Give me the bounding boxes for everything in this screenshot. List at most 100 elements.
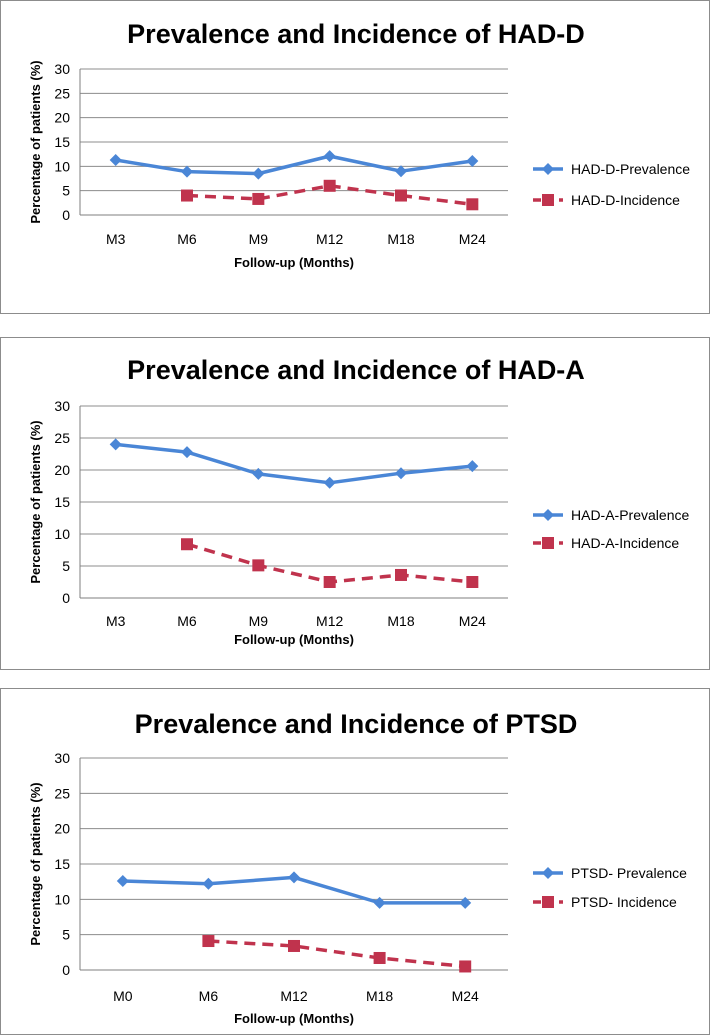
x-axis-label: Follow-up (Months) (234, 1011, 354, 1026)
chart-had-d: Prevalence and Incidence of HAD-D 0 5 10 15 2… (28, 19, 690, 270)
x-axis-label: Follow-up (Months) (234, 632, 354, 647)
incidence-marker (181, 189, 193, 202)
incidence-marker (373, 951, 386, 964)
incidence-marker (323, 179, 336, 192)
prevalence-marker (109, 438, 122, 451)
legend-marker (542, 896, 554, 908)
prevalence-marker (395, 467, 407, 480)
x-tick-label: M0 (113, 988, 133, 1004)
y-tick-label: 15 (54, 134, 70, 150)
chart-had-a: Prevalence and Incidence of HAD-A 0 5 10 15 2… (28, 355, 689, 647)
incidence-line (186, 184, 473, 207)
chart-title: Prevalence and Incidence of HAD-A (127, 355, 585, 385)
prevalence-marker (252, 167, 265, 180)
legend-marker (542, 537, 554, 549)
y-tick-label: 10 (54, 158, 70, 174)
chart-panel-ptsd: Prevalence and Incidence of PTSD 0 5 10 15 20… (0, 688, 710, 1035)
y-tick-label: 5 (62, 927, 70, 943)
prevalence-marker (373, 896, 386, 909)
x-tick-label: M24 (452, 988, 479, 1004)
chart-ptsd: Prevalence and Incidence of PTSD 0 5 10 15 20… (28, 709, 687, 1026)
chart-panel-had-a: Prevalence and Incidence of HAD-A 0 5 10 15 2… (0, 337, 710, 670)
y-axis-label: Percentage of patients (%) (28, 420, 43, 583)
incidence-marker (466, 198, 479, 211)
y-tick-label: 20 (54, 821, 70, 837)
prevalence-marker (466, 154, 479, 167)
y-axis-label: Percentage of patients (%) (28, 60, 43, 223)
x-tick-label: M6 (199, 988, 219, 1004)
y-tick-label: 25 (54, 785, 70, 801)
x-tick-label: M24 (459, 613, 486, 629)
incidence-marker (395, 568, 407, 581)
y-tick-label: 30 (54, 61, 70, 77)
y-tick-label: 0 (62, 590, 70, 606)
legend-marker (542, 163, 554, 175)
prevalence-line (115, 442, 473, 485)
x-tick-label: M12 (280, 988, 307, 1004)
x-tick-label: M9 (249, 613, 269, 629)
x-axis-label: Follow-up (Months) (234, 255, 354, 270)
incidence-line (208, 939, 466, 969)
legend-label: HAD-D-Incidence (571, 192, 680, 208)
x-tick-label: M18 (387, 613, 414, 629)
prevalence-marker (288, 871, 300, 884)
prevalence-marker (395, 165, 407, 178)
x-tick-label: M9 (249, 231, 269, 247)
legend-label: HAD-D-Prevalence (571, 161, 690, 177)
x-tick-label: M6 (177, 613, 197, 629)
prevalence-marker (466, 460, 479, 473)
prevalence-marker (459, 896, 472, 909)
y-tick-label: 0 (62, 207, 70, 223)
incidence-marker (323, 576, 336, 588)
y-tick-label: 30 (54, 750, 70, 766)
y-tick-label: 15 (54, 856, 70, 872)
prevalence-marker (252, 467, 265, 480)
y-tick-label: 5 (62, 183, 70, 199)
x-tick-label: M18 (387, 231, 414, 247)
chart-title: Prevalence and Incidence of HAD-D (127, 19, 585, 49)
prevalence-marker (323, 150, 336, 163)
y-tick-label: 25 (54, 85, 70, 101)
x-tick-label: M3 (106, 231, 126, 247)
prevalence-marker (181, 165, 193, 178)
y-axis-label: Percentage of patients (%) (28, 782, 43, 945)
incidence-marker (252, 559, 265, 572)
x-tick-label: M18 (366, 988, 393, 1004)
incidence-marker (181, 538, 193, 551)
legend-marker (542, 194, 554, 206)
incidence-marker (288, 939, 300, 952)
incidence-marker (252, 192, 265, 205)
legend-label: HAD-A-Incidence (571, 535, 679, 551)
prevalence-marker (202, 877, 215, 890)
legend-label: PTSD- Prevalence (571, 865, 687, 881)
y-tick-label: 20 (54, 462, 70, 478)
prevalence-marker (116, 874, 129, 887)
x-tick-label: M24 (459, 231, 486, 247)
x-tick-label: M6 (177, 231, 197, 247)
chart-panel-had-d: Prevalence and Incidence of HAD-D 0 5 10 15 2… (0, 0, 710, 314)
y-tick-label: 20 (54, 110, 70, 126)
prevalence-line (115, 154, 473, 176)
incidence-marker (395, 189, 407, 202)
prevalence-marker (181, 446, 193, 459)
x-tick-label: M3 (106, 613, 126, 629)
chart-title: Prevalence and Incidence of PTSD (135, 709, 578, 739)
prevalence-marker (109, 154, 122, 167)
y-tick-label: 25 (54, 430, 70, 446)
prevalence-marker (323, 476, 336, 489)
legend-label: HAD-A-Prevalence (571, 507, 689, 523)
incidence-marker (202, 935, 215, 948)
legend-marker (542, 867, 554, 879)
x-tick-label: M12 (316, 231, 343, 247)
y-tick-label: 15 (54, 494, 70, 510)
legend-label: PTSD- Incidence (571, 894, 677, 910)
incidence-marker (466, 576, 479, 588)
y-tick-label: 5 (62, 558, 70, 574)
y-tick-label: 10 (54, 891, 70, 907)
y-tick-label: 10 (54, 526, 70, 542)
y-tick-label: 0 (62, 962, 70, 978)
legend-marker (542, 509, 554, 521)
y-tick-label: 30 (54, 398, 70, 414)
x-tick-label: M12 (316, 613, 343, 629)
incidence-marker (459, 960, 472, 973)
